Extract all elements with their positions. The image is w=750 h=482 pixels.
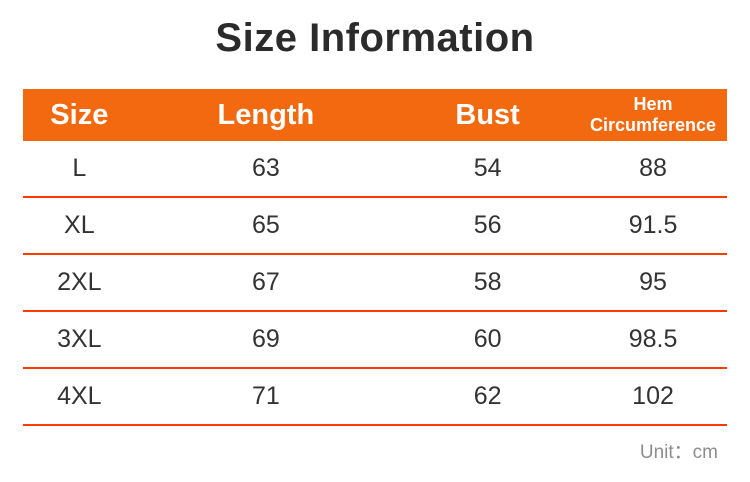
cell-hem: 91.5 bbox=[628, 211, 678, 239]
cell-hem: 95 bbox=[639, 268, 667, 296]
cell-hem: 98.5 bbox=[628, 325, 678, 353]
cell-bust: 62 bbox=[473, 382, 502, 410]
table-header-row: Size Length Bust Hem Circumference bbox=[23, 89, 727, 141]
cell-size: 3XL bbox=[57, 325, 102, 353]
cell-length: 67 bbox=[251, 268, 280, 296]
cell-size: L bbox=[72, 154, 87, 182]
cell-size: 2XL bbox=[57, 268, 102, 296]
table-row: 2XL 67 58 95 bbox=[23, 255, 727, 312]
cell-length: 65 bbox=[251, 211, 280, 239]
header-bust: Bust bbox=[455, 98, 520, 131]
table-row: XL 65 56 91.5 bbox=[23, 198, 727, 255]
header-size: Size bbox=[50, 98, 109, 131]
cell-bust: 60 bbox=[473, 325, 502, 353]
page-title: Size Information bbox=[215, 16, 535, 60]
cell-length: 69 bbox=[251, 325, 280, 353]
cell-bust: 58 bbox=[473, 268, 502, 296]
cell-length: 63 bbox=[251, 154, 280, 182]
table-row: L 63 54 88 bbox=[23, 141, 727, 198]
size-table: Size Length Bust Hem Circumference L 63 … bbox=[23, 89, 727, 426]
cell-bust: 56 bbox=[473, 211, 502, 239]
cell-size: 4XL bbox=[57, 382, 102, 410]
header-hem-line2: Circumference bbox=[590, 115, 717, 135]
unit-label: Unit：cm bbox=[639, 442, 718, 463]
cell-size: XL bbox=[64, 211, 95, 239]
header-hem-circumference: Hem Circumference bbox=[579, 89, 727, 141]
header-hem-line1: Hem bbox=[633, 93, 673, 114]
cell-bust: 54 bbox=[473, 154, 502, 182]
cell-length: 71 bbox=[251, 382, 280, 410]
table-row: 4XL 71 62 102 bbox=[23, 369, 727, 426]
cell-hem: 88 bbox=[639, 154, 667, 182]
cell-hem: 102 bbox=[632, 382, 674, 410]
header-length: Length bbox=[217, 98, 315, 131]
table-row: 3XL 69 60 98.5 bbox=[23, 312, 727, 369]
